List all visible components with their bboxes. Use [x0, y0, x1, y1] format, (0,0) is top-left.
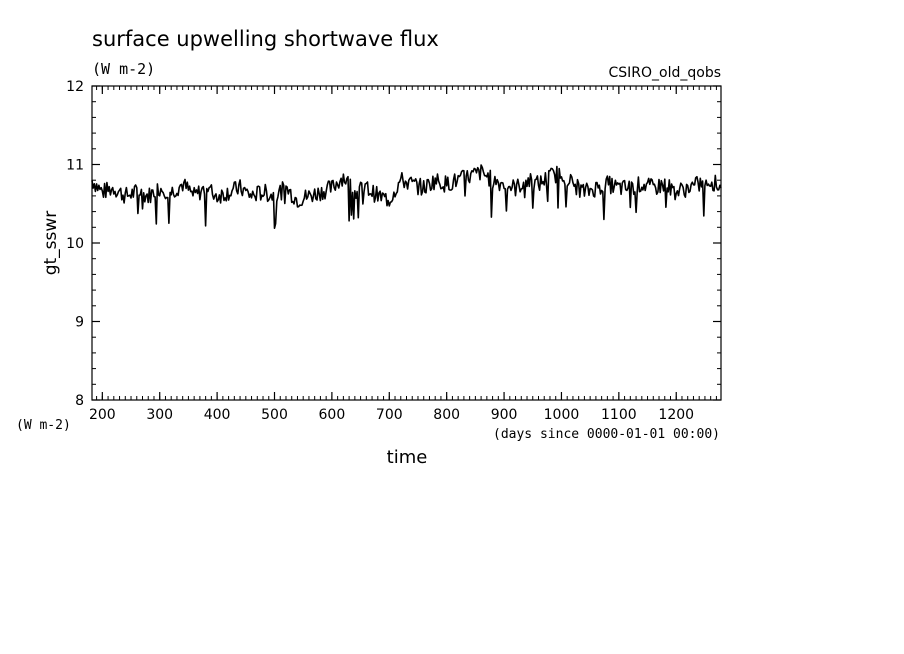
- x-tick-label: 400: [204, 407, 231, 423]
- y-tick-label: 10: [66, 236, 84, 252]
- plot-border: [91, 85, 722, 401]
- y-tick-label: 8: [75, 393, 84, 409]
- y-tick-label: 12: [66, 79, 84, 95]
- x-tick-label: 600: [319, 407, 346, 423]
- y-axis-label: gt_sswr: [41, 211, 61, 276]
- x-tick-label: 500: [261, 407, 288, 423]
- chart-title: surface upwelling shortwave flux: [92, 27, 439, 51]
- y-units-label: (W m-2): [16, 418, 71, 433]
- x-tick-label: 700: [376, 407, 403, 423]
- x-tick-label: 1100: [601, 407, 637, 423]
- x-tick-label: 800: [433, 407, 460, 423]
- x-tick-label: 200: [89, 407, 116, 423]
- x-units-label: (days since 0000-01-01 00:00): [493, 427, 720, 442]
- x-tick-label: 1200: [658, 407, 694, 423]
- x-tick-label: 1000: [544, 407, 580, 423]
- x-axis-label: time: [387, 447, 428, 468]
- dataset-label: CSIRO_old_qobs: [608, 65, 721, 81]
- x-tick-label: 900: [491, 407, 518, 423]
- x-tick-label: 300: [146, 407, 173, 423]
- y-tick-label: 11: [66, 158, 84, 174]
- y-axis: 8 9 10 11 12: [66, 79, 721, 409]
- chart-subtitle: (W m-2): [92, 60, 155, 78]
- plot-area: [91, 85, 722, 401]
- y-tick-label: 9: [75, 315, 84, 331]
- series-line: [91, 164, 722, 229]
- x-axis: 200 300 400 500 600 700 800 900 1000 1100 1200: [89, 86, 717, 423]
